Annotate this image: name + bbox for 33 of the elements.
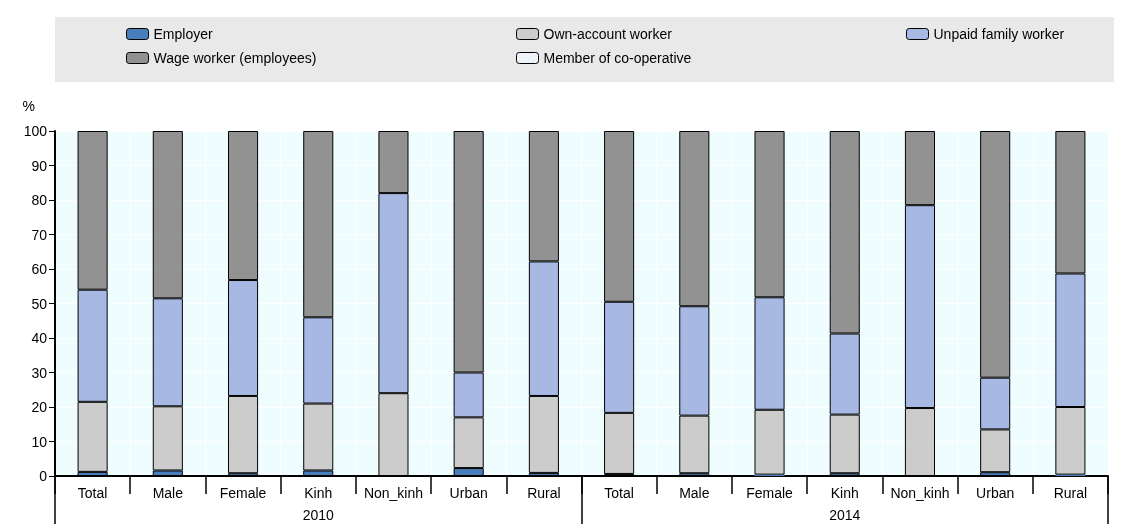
y-tick-label: 50 [31,295,48,312]
x-tick-label: Female [219,485,267,501]
y-tick-label: 70 [31,226,48,243]
y-tick-label: 30 [31,364,48,381]
y-tick-label: 60 [31,261,48,277]
y-axis-title: % [22,98,35,114]
x-tick-label: Non_kinh [890,485,950,501]
legend-label: Own-account worker [543,26,673,42]
x-tick-label: Female [746,485,794,501]
x-tick-label: Urban [449,485,488,501]
y-tick-label: 0 [39,468,48,484]
legend-label: Member of co-operative [543,50,692,66]
y-tick-label: 80 [31,192,48,208]
y-tick-label: 40 [31,330,48,346]
x-tick-label: Total [604,485,634,501]
y-tick-label: 10 [31,433,48,450]
x-tick-label: Kinh [304,485,333,501]
x-tick-label: Urban [976,485,1015,501]
legend-label: Employer [153,26,213,42]
x-tick-label: Kinh [830,485,859,501]
x-tick-label: Male [152,485,184,501]
text: 2014 [829,507,861,523]
x-tick-label: Total [77,485,108,501]
y-tick-label: 90 [31,157,48,174]
x-tick-label: Non_kinh [363,485,424,501]
legend-label: Unpaid family worker [933,26,1065,42]
x-tick-label: Rural [1053,485,1088,501]
y-tick-label: 100 [23,123,48,139]
y-tick-label: 20 [31,399,48,415]
text: 2010 [302,507,335,523]
legend-label: Wage worker (employees) [153,50,317,66]
x-tick-label: Male [679,485,710,501]
x-tick-label: Rural [527,485,561,501]
